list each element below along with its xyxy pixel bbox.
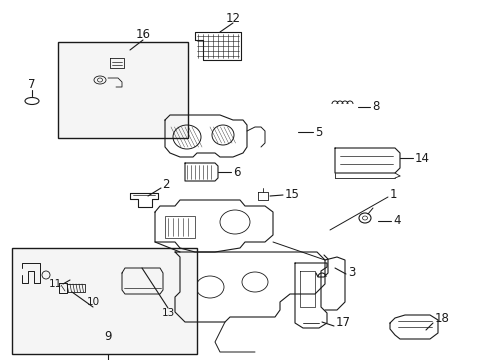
Text: 3: 3 bbox=[347, 266, 355, 279]
Text: 11: 11 bbox=[49, 279, 62, 289]
Text: 5: 5 bbox=[314, 126, 322, 139]
Text: 15: 15 bbox=[285, 189, 299, 202]
Text: 7: 7 bbox=[28, 78, 36, 91]
Text: 4: 4 bbox=[392, 215, 400, 228]
Text: 1: 1 bbox=[389, 189, 397, 202]
Text: 14: 14 bbox=[414, 152, 429, 165]
Text: 18: 18 bbox=[434, 311, 449, 324]
Text: 9: 9 bbox=[104, 329, 112, 342]
Bar bbox=[58, 42, 187, 138]
Text: 10: 10 bbox=[86, 297, 100, 307]
Text: 2: 2 bbox=[162, 179, 169, 192]
Text: 13: 13 bbox=[161, 308, 174, 318]
Text: 6: 6 bbox=[232, 166, 240, 179]
Text: 8: 8 bbox=[371, 100, 379, 113]
Bar bbox=[12, 248, 197, 354]
Text: 12: 12 bbox=[225, 12, 240, 24]
Text: 16: 16 bbox=[135, 28, 150, 41]
Bar bbox=[164, 216, 195, 238]
Text: 17: 17 bbox=[335, 316, 350, 329]
